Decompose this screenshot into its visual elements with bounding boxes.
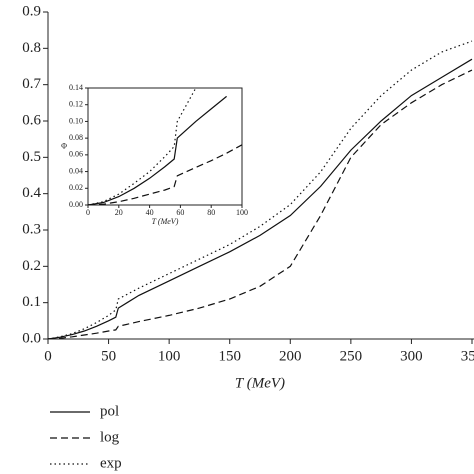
x-tick-label: 200 bbox=[279, 348, 302, 364]
y-tick-label: 0.10 bbox=[69, 116, 83, 125]
y-tick-label: 0.5 bbox=[22, 149, 41, 165]
plot-area bbox=[88, 88, 242, 205]
series-line bbox=[88, 144, 242, 205]
x-tick-label: 60 bbox=[176, 208, 184, 217]
y-tick-label: 0.08 bbox=[69, 133, 83, 142]
y-tick-label: 0.14 bbox=[69, 83, 83, 92]
y-tick-label: 0.9 bbox=[22, 3, 41, 19]
series-line bbox=[48, 69, 473, 339]
y-tick-label: 0.1 bbox=[22, 294, 41, 310]
x-tick-label: 0 bbox=[44, 348, 52, 364]
y-tick-label: 0.3 bbox=[22, 221, 41, 237]
x-axis-label: T (MeV) bbox=[235, 375, 285, 391]
x-tick-label: 50 bbox=[101, 348, 116, 364]
inset-frame bbox=[87, 87, 243, 206]
legend-label: exp bbox=[100, 455, 122, 471]
y-tick-label: 0.06 bbox=[69, 150, 83, 159]
y-tick-label: 0.02 bbox=[69, 183, 83, 192]
y-tick-label: 0.00 bbox=[69, 200, 83, 209]
x-tick-label: 80 bbox=[207, 208, 215, 217]
y-tick-label: 0.8 bbox=[22, 40, 41, 56]
y-axis-label: Φ bbox=[61, 141, 67, 150]
x-tick-label: 100 bbox=[158, 348, 181, 364]
x-tick-label: 40 bbox=[146, 208, 154, 217]
x-tick-label: 0 bbox=[86, 208, 90, 217]
legend-label: pol bbox=[100, 403, 119, 419]
y-tick-label: 0.2 bbox=[22, 258, 41, 274]
y-tick-label: 0.6 bbox=[22, 112, 41, 128]
x-tick-label: 20 bbox=[115, 208, 123, 217]
y-tick-label: 0.04 bbox=[69, 166, 83, 175]
x-tick-label: 150 bbox=[218, 348, 241, 364]
x-tick-label: 350 bbox=[461, 348, 474, 364]
x-tick-label: 250 bbox=[340, 348, 363, 364]
x-tick-label: 100 bbox=[236, 208, 248, 217]
series-line bbox=[48, 58, 473, 339]
x-tick-label: 300 bbox=[400, 348, 423, 364]
series-line bbox=[88, 95, 227, 205]
y-tick-label: 0.7 bbox=[22, 76, 41, 92]
y-tick-label: 0.0 bbox=[22, 330, 41, 346]
y-tick-label: 0.12 bbox=[69, 100, 83, 109]
legend-label: log bbox=[100, 429, 120, 445]
x-axis-label: T (MeV) bbox=[152, 217, 179, 226]
y-tick-label: 0.4 bbox=[22, 185, 41, 201]
plot-area bbox=[48, 40, 473, 339]
